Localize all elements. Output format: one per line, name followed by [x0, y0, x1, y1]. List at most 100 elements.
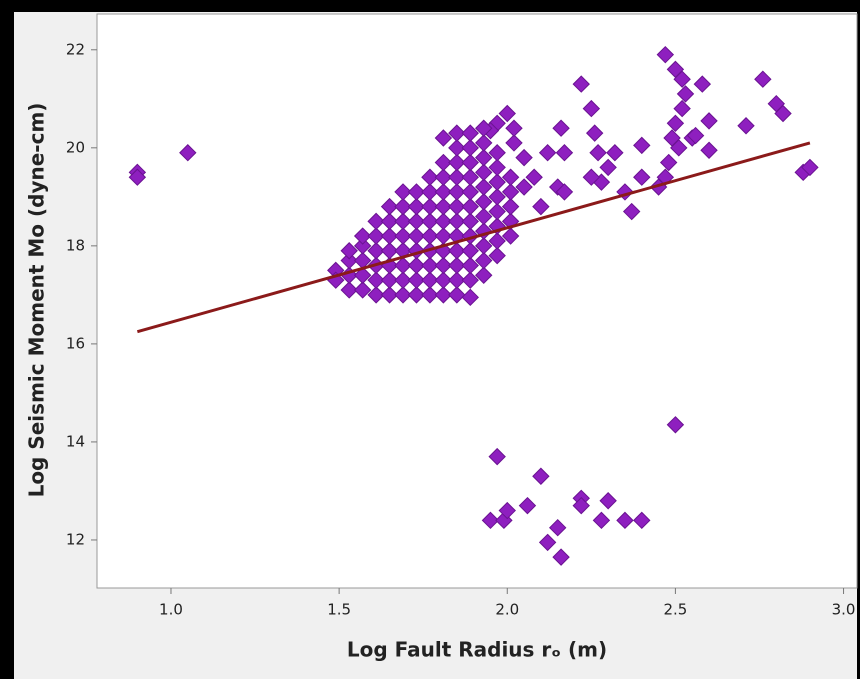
point: [421, 286, 439, 304]
x-tick-label: 1.5: [327, 601, 351, 619]
point: [434, 256, 453, 275]
point: [475, 207, 493, 226]
point: [475, 266, 493, 284]
point: [633, 168, 651, 186]
point: [448, 168, 466, 186]
point: [407, 286, 426, 304]
point: [475, 178, 493, 196]
point: [340, 281, 358, 299]
point: [488, 158, 506, 177]
point: [572, 75, 590, 93]
point: [532, 197, 550, 216]
point: [555, 183, 574, 201]
point: [633, 511, 651, 530]
point: [552, 119, 570, 137]
point: [475, 134, 493, 152]
x-tick-label: 1.0: [159, 601, 183, 619]
point: [340, 251, 358, 270]
point: [434, 129, 453, 147]
point: [488, 447, 506, 466]
point: [448, 153, 466, 172]
fit-line: [136, 141, 811, 334]
point: [407, 183, 426, 201]
point: [673, 70, 691, 88]
point: [475, 148, 493, 167]
point: [340, 242, 358, 260]
point: [367, 271, 385, 289]
point: [407, 227, 426, 245]
point: [367, 286, 385, 304]
point: [353, 237, 372, 255]
point: [461, 227, 479, 245]
point: [693, 75, 712, 93]
point: [700, 141, 718, 159]
point: [589, 144, 607, 162]
y-tick-label: 18: [66, 236, 85, 254]
point: [754, 70, 772, 88]
point: [421, 271, 439, 289]
point: [434, 197, 453, 216]
point: [407, 212, 426, 231]
point: [461, 168, 479, 186]
point: [461, 256, 479, 275]
point: [434, 286, 453, 304]
point: [421, 212, 439, 231]
y-tick-label: 12: [66, 530, 85, 548]
point: [501, 197, 520, 216]
point: [128, 168, 147, 186]
point: [774, 104, 792, 123]
point: [475, 163, 493, 182]
point: [394, 271, 412, 289]
point: [448, 197, 466, 216]
point: [407, 242, 426, 260]
point: [461, 212, 479, 231]
point: [501, 227, 520, 245]
x-axis-label: Log Fault Radius rₒ (m): [347, 638, 607, 662]
point: [421, 256, 439, 275]
point: [656, 168, 675, 186]
plot-area: [96, 13, 858, 589]
point: [461, 183, 479, 201]
point: [434, 227, 453, 245]
point: [518, 496, 537, 515]
point: [367, 227, 385, 245]
point: [676, 85, 695, 103]
point: [434, 183, 453, 201]
point: [505, 134, 523, 152]
point: [448, 271, 466, 289]
point: [532, 467, 550, 485]
point: [380, 286, 399, 304]
point: [515, 148, 533, 167]
point: [380, 197, 399, 216]
point: [380, 242, 399, 260]
point: [670, 139, 688, 157]
point: [572, 496, 590, 515]
point: [394, 227, 412, 245]
point: [585, 124, 604, 142]
y-tick-label: 16: [66, 334, 85, 352]
point: [488, 144, 506, 162]
point: [380, 212, 399, 231]
point: [434, 168, 453, 186]
point: [461, 153, 479, 172]
point: [394, 197, 412, 216]
point: [488, 246, 506, 265]
point: [686, 126, 705, 145]
point: [616, 511, 634, 530]
point: [475, 119, 493, 137]
point: [633, 136, 651, 155]
point: [801, 158, 819, 177]
point: [421, 227, 439, 245]
point: [367, 212, 385, 231]
point: [498, 104, 516, 123]
point: [394, 256, 412, 275]
point: [461, 288, 479, 307]
point: [673, 99, 691, 118]
point: [495, 511, 513, 530]
point: [353, 227, 372, 245]
point: [498, 501, 516, 520]
point: [538, 144, 557, 162]
point: [353, 281, 372, 299]
point: [737, 117, 755, 135]
